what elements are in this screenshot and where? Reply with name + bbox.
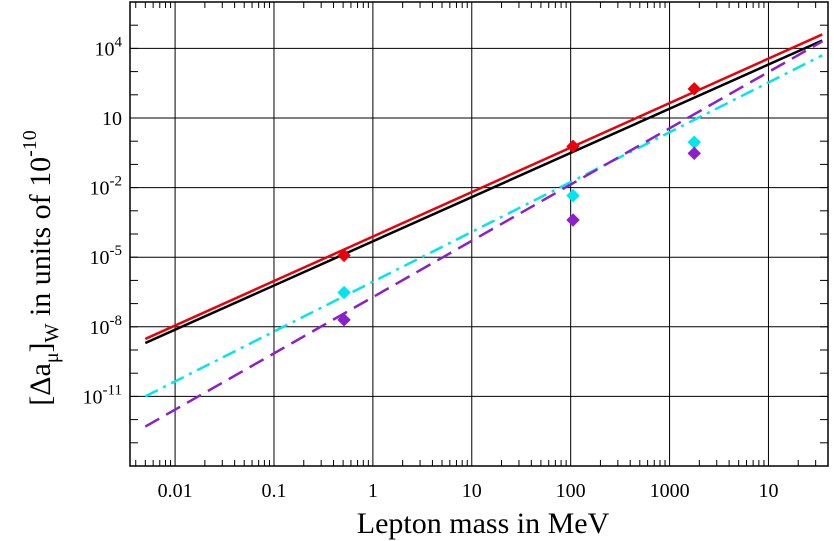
y-tick-exponent: -5 [110,243,123,259]
y-tick-base: 10 [95,38,115,60]
data-point-marker [566,188,580,203]
data-point-marker [337,313,351,327]
series-line-solid [144,39,823,345]
x-tick-label: 0.01 [158,480,193,502]
markers [337,82,701,327]
series-line-dashdot [144,54,823,398]
y-tick-base: 10 [90,317,110,339]
x-tick-label: 1000 [650,480,690,502]
y-title-part3: in units of 10 [24,157,57,324]
y-tick-label: 104 [95,34,123,60]
x-tick-label: 1 [368,480,378,502]
y-title-part1: [Δa [24,363,57,406]
x-tick-label: 100 [556,480,586,502]
y-tick-base: 10 [90,247,110,269]
data-point-marker [566,139,580,154]
y-tick-base: 10 [102,108,122,130]
y-tick-exponent: -11 [103,382,122,398]
data-point-marker [566,213,580,227]
series [144,33,823,428]
y-title-part2: ] [24,342,57,352]
y-tick-label: 10-2 [90,174,123,200]
series-line-dashed [144,40,823,428]
x-axis-title: Lepton mass in MeV [357,507,610,540]
y-tick-exponent: -2 [110,174,123,190]
y-title-sup: -10 [19,130,41,157]
series-line-solid [144,33,823,341]
y-tick-base: 10 [83,386,103,408]
minor-ticks [130,2,829,466]
y-tick-label: 10-5 [90,243,123,269]
y-tick-label: 10-8 [90,313,123,339]
y-tick-exponent: -8 [110,313,123,329]
y-tick-label: 10 [102,108,122,130]
x-tick-label: 0.1 [261,480,286,502]
x-tick-label: 10 [758,480,778,502]
y-tick-base: 10 [90,178,110,200]
x-tick-labels: 0.01 0.1 1 10 100 1000 10 [158,480,779,502]
grid [130,2,828,466]
x-tick-label: 10 [462,480,482,502]
y-title-sub1: μ [41,352,63,363]
y-tick-label: 10-11 [83,382,122,408]
y-title-sub2: W [41,323,63,342]
y-tick-exponent: 4 [115,34,123,50]
data-point-marker [337,248,351,263]
data-point-marker [687,82,701,96]
data-point-marker [337,285,351,300]
y-axis-title: [Δaμ]W in units of 10-10 [19,130,63,406]
plot-frame [129,1,829,467]
data-point-marker [687,146,701,161]
